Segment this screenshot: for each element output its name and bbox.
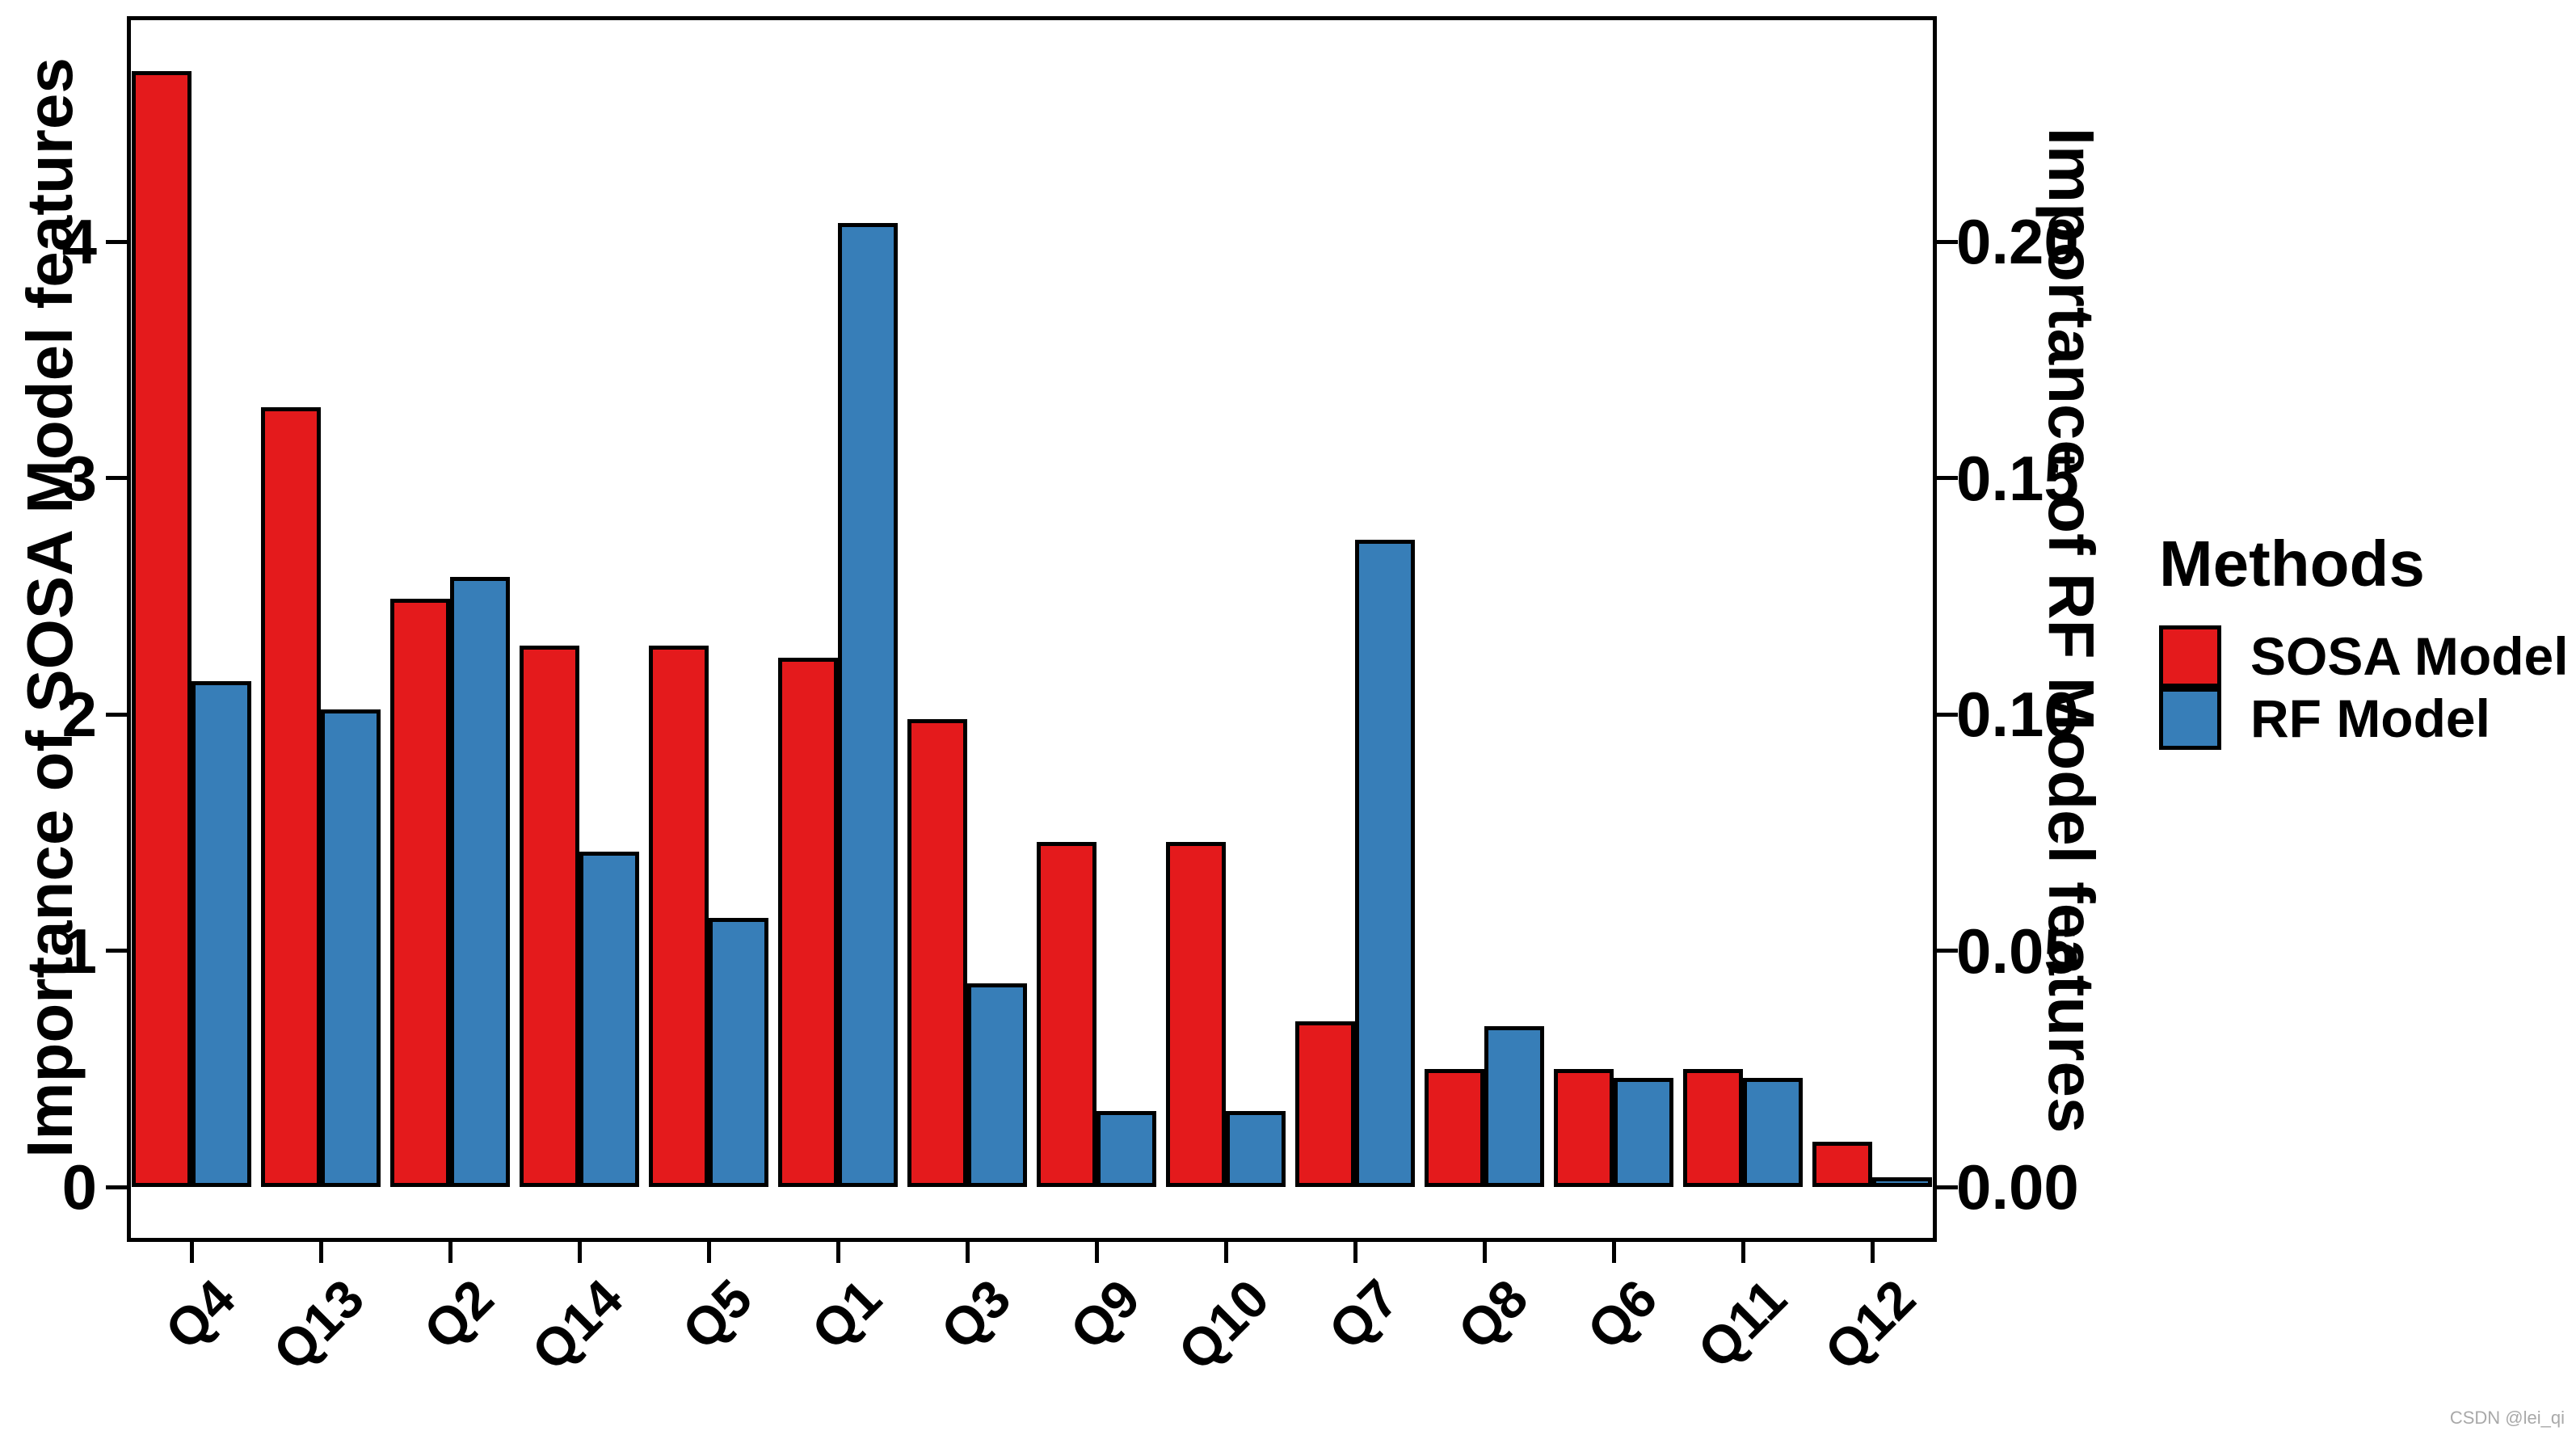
x-axis-tick-Q7 — [1353, 1242, 1357, 1263]
bar-rf-Q1 — [838, 222, 898, 1187]
x-axis-tick-Q11 — [1740, 1242, 1745, 1263]
bar-rf-Q9 — [1096, 1111, 1156, 1187]
x-axis-label-Q1: Q1 — [799, 1268, 893, 1361]
right-axis-tick-0.05 — [1937, 949, 1958, 953]
watermark: CSDN @lei_qi — [2449, 1408, 2565, 1428]
x-axis-label-Q10: Q10 — [1166, 1268, 1281, 1382]
left-axis-tick-2 — [106, 712, 127, 717]
bar-sosa-Q12 — [1812, 1142, 1872, 1187]
bar-sosa-Q3 — [907, 718, 967, 1187]
left-axis-tick-0 — [106, 1185, 127, 1189]
x-axis-label-Q14: Q14 — [520, 1268, 634, 1382]
legend-item-label: RF Model — [2250, 688, 2490, 748]
bar-sosa-Q1 — [778, 657, 838, 1187]
bar-rf-Q2 — [450, 577, 510, 1187]
right-axis-tick-label-0.20: 0.20 — [1956, 206, 2079, 277]
left-axis-tick-3 — [106, 476, 127, 480]
right-axis-tick-label-0.00: 0.00 — [1956, 1151, 2079, 1223]
bar-rf-Q12 — [1872, 1177, 1932, 1187]
x-axis-tick-Q5 — [706, 1242, 711, 1263]
x-axis-tick-Q10 — [1223, 1242, 1228, 1263]
right-axis-tick-0.15 — [1937, 476, 1958, 480]
legend-item-label: SOSA Model — [2250, 626, 2569, 686]
left-axis-tick-label-1: 1 — [61, 915, 97, 987]
bar-rf-Q8 — [1484, 1026, 1544, 1187]
bar-rf-Q7 — [1355, 539, 1415, 1187]
bar-rf-Q4 — [192, 681, 251, 1187]
x-axis-label-Q8: Q8 — [1446, 1268, 1539, 1361]
x-axis-tick-Q3 — [965, 1242, 970, 1263]
left-axis-tick-label-4: 4 — [61, 206, 97, 277]
bar-rf-Q13 — [321, 709, 381, 1187]
bar-sosa-Q4 — [132, 71, 192, 1187]
x-axis-label-Q12: Q12 — [1812, 1268, 1927, 1382]
left-axis-tick-1 — [106, 949, 127, 953]
x-axis-label-Q5: Q5 — [670, 1268, 764, 1361]
left-axis-tick-4 — [106, 239, 127, 244]
x-axis-tick-Q8 — [1482, 1242, 1487, 1263]
bar-sosa-Q13 — [261, 406, 321, 1187]
right-axis-title: Importance of RF Model features — [2035, 127, 2107, 1134]
bar-rf-Q10 — [1226, 1111, 1286, 1187]
legend-swatch-icon — [2159, 688, 2221, 750]
right-axis-tick-label-0.15: 0.15 — [1956, 442, 2079, 514]
left-axis-tick-label-0: 0 — [61, 1151, 97, 1223]
x-axis-label-Q6: Q6 — [1575, 1268, 1669, 1361]
right-axis-tick-0.10 — [1937, 712, 1958, 717]
bar-rf-Q6 — [1614, 1078, 1673, 1187]
left-axis-tick-label-2: 2 — [61, 679, 97, 750]
right-axis-tick-0.00 — [1937, 1185, 1958, 1189]
left-axis-tick-label-3: 3 — [61, 442, 97, 514]
x-axis-tick-Q14 — [577, 1242, 582, 1263]
x-axis-label-Q9: Q9 — [1058, 1268, 1151, 1361]
legend-item-sosa-model: SOSA Model — [2159, 625, 2569, 688]
bar-sosa-Q2 — [390, 598, 450, 1187]
right-axis-tick-label-0.10: 0.10 — [1956, 679, 2079, 750]
x-axis-label-Q2: Q2 — [411, 1268, 505, 1361]
bar-rf-Q11 — [1743, 1078, 1803, 1187]
bar-sosa-Q9 — [1037, 841, 1096, 1187]
x-axis-label-Q3: Q3 — [928, 1268, 1022, 1361]
x-axis-tick-Q12 — [1870, 1242, 1875, 1263]
bar-sosa-Q8 — [1425, 1068, 1484, 1187]
x-axis-tick-Q13 — [318, 1242, 323, 1263]
x-axis-tick-Q1 — [836, 1242, 840, 1263]
x-axis-label-Q4: Q4 — [153, 1268, 246, 1361]
bar-rf-Q14 — [579, 851, 639, 1187]
legend: Methods SOSA Model RF Model — [2159, 527, 2569, 750]
bar-rf-Q5 — [709, 917, 768, 1187]
legend-title: Methods — [2159, 528, 2425, 600]
right-axis-tick-label-0.05: 0.05 — [1956, 915, 2079, 987]
bar-rf-Q3 — [967, 983, 1027, 1187]
right-axis-tick-0.20 — [1937, 239, 1958, 244]
bar-sosa-Q5 — [649, 646, 709, 1187]
bar-sosa-Q6 — [1554, 1068, 1614, 1187]
bar-sosa-Q11 — [1683, 1068, 1743, 1187]
legend-swatch-icon — [2159, 625, 2221, 688]
x-axis-tick-Q6 — [1611, 1242, 1616, 1263]
x-axis-tick-Q4 — [189, 1242, 194, 1263]
bar-sosa-Q7 — [1295, 1021, 1355, 1187]
x-axis-label-Q7: Q7 — [1316, 1268, 1410, 1361]
legend-item-rf-model: RF Model — [2159, 688, 2569, 750]
left-axis-title: Importance of SOSA Model features — [14, 57, 86, 1158]
x-axis-tick-Q2 — [448, 1242, 452, 1263]
x-axis-label-Q11: Q11 — [1686, 1268, 1798, 1380]
bar-sosa-Q14 — [520, 646, 579, 1187]
x-axis-label-Q13: Q13 — [261, 1268, 376, 1382]
x-axis-tick-Q9 — [1094, 1242, 1099, 1263]
bar-sosa-Q10 — [1166, 841, 1226, 1187]
